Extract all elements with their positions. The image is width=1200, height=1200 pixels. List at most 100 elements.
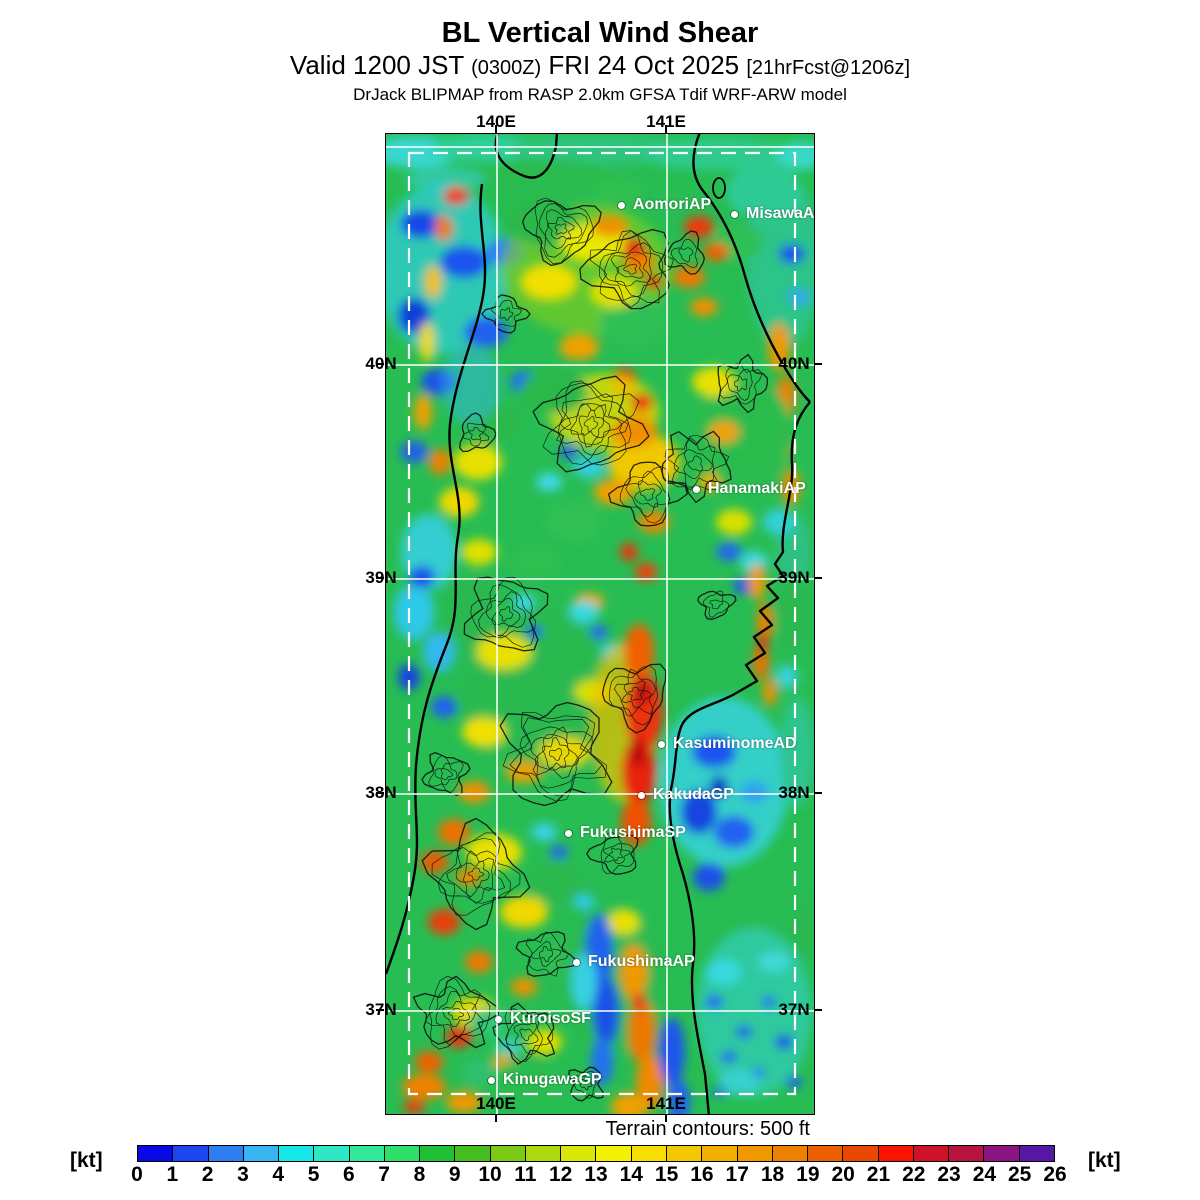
station-dot-icon [618,201,625,209]
axis-tick [814,792,822,794]
axis-tick [376,1009,384,1011]
station-label: HanamakiAP [708,480,806,497]
legend-cell [843,1146,879,1161]
lat-label-right: 40N [778,354,810,373]
axis-tick [495,125,497,133]
stations-layer: AomoriAP MisawaAD HanamakiAP KasuminomeAD Ka… [386,134,814,1114]
station-marker: KinugawaGP [488,1071,602,1089]
legend-cell [279,1146,315,1161]
station-label: FukushimaAP [588,953,695,970]
legend-cell [631,1146,667,1161]
legend-cell [878,1146,914,1161]
legend-cell [737,1146,773,1161]
legend-cell [455,1146,491,1161]
axis-tick [814,577,822,579]
legend-cell [808,1146,844,1161]
station-dot-icon [573,958,580,966]
station-marker: KakudaGP [638,786,734,804]
station-label: KasuminomeAD [673,735,797,752]
coastline [386,134,811,1114]
legend-cell [949,1146,985,1161]
lon-label-top: 141E [646,112,686,131]
terrain-note: Terrain contours: 500 ft [605,1118,810,1140]
axis-tick [814,1009,822,1011]
lon-label-bottom: 141E [646,1094,686,1113]
legend-tick: 11 [514,1163,537,1186]
lat-label-right: 38N [778,783,810,802]
legend-tick: 7 [378,1163,390,1186]
inmap-axis-labels [386,134,814,1114]
station-label: KakudaGP [653,786,734,803]
lon-label-bottom: 140E [476,1094,516,1113]
map-title: BL Vertical Wind Shear [441,17,759,49]
legend-tick: 4 [272,1163,285,1186]
station-label: AomoriAP [633,196,712,213]
legend-unit-right: [kt] [1088,1149,1121,1172]
legend-cell [420,1146,456,1161]
valid-date: FRI 24 Oct 2025 [548,50,740,80]
legend-tick: 21 [866,1163,891,1186]
legend-unit-left: [kt] [70,1149,103,1172]
legend-cell [1019,1146,1054,1161]
station-marker: FukushimaAP [573,953,695,971]
station-marker: AomoriAP [618,196,711,214]
legend-tick: 10 [478,1163,502,1186]
lat-label-right: 39N [778,568,810,587]
legend-colorbar [137,1145,1055,1162]
legend-tick: 2 [201,1163,214,1186]
legend-tick: 0 [131,1163,143,1186]
weather-map: AomoriAP MisawaAD HanamakiAP KasuminomeAD Ka… [385,133,815,1115]
station-label: KinugawaGP [503,1071,602,1088]
station-label: FukushimaSP [580,824,686,841]
legend-cell [772,1146,809,1161]
station-marker: HanamakiAP [693,480,806,498]
legend-cell [314,1146,350,1161]
legend-cell [561,1146,597,1161]
station-dot-icon [693,485,700,493]
shear-field-artwork [386,134,814,1114]
legend-cell [349,1146,385,1161]
station-dot-icon [488,1076,495,1084]
legend-tick: 15 [654,1163,679,1186]
legend-tick: 26 [1043,1163,1067,1186]
model-info: DrJack BLIPMAP from RASP 2.0km GFSA Tdif… [353,85,847,104]
station-dot-icon [638,791,645,799]
station-marker: MisawaAD [731,205,815,223]
legend-cell [243,1146,280,1161]
legend-cell [702,1146,738,1161]
station-label: MisawaAD [746,205,815,222]
axis-tick [376,577,384,579]
legend-cell [666,1146,703,1161]
legend-tick: 3 [237,1163,249,1186]
station-marker: KuroisoSF [495,1010,591,1028]
header: BL Vertical Wind Shear Valid 1200 JST (0… [0,16,1200,106]
station-label: KuroisoSF [510,1010,591,1027]
legend-tick: 25 [1008,1163,1032,1186]
legend-tick: 17 [725,1163,749,1186]
legend-cell [913,1146,950,1161]
legend-tick: 5 [307,1163,320,1186]
legend-cell [490,1146,526,1161]
lon-label-top: 140E [476,112,516,131]
legend-tick: 23 [937,1163,961,1186]
legend-tick: 14 [619,1163,643,1186]
legend-tick: 13 [584,1163,608,1186]
legend-cell [984,1146,1020,1161]
station-dot-icon [565,829,572,837]
legend-tick: 1 [166,1163,179,1186]
valid-time-line: Valid 1200 JST (0300Z) FRI 24 Oct 2025 [… [0,50,1200,83]
axis-tick [376,792,384,794]
legend-tick: 20 [831,1163,855,1186]
axis-tick [814,363,822,365]
legend-cell [173,1146,209,1161]
legend-tick: 6 [343,1163,355,1186]
station-dot-icon [495,1015,502,1023]
legend-tick: 12 [549,1163,573,1186]
lat-label-right: 37N [778,1000,810,1019]
legend-cell [596,1146,632,1161]
legend-tick: 18 [760,1163,785,1186]
axis-tick [376,363,384,365]
legend-cell [208,1146,244,1161]
legend-tick-labels: 0 1 2 3 4 5 6 7 8 9 10 11 12 13 14 15 16 17 18 19 20 21 22 23 24… [131,1163,1067,1191]
valid-time-utc: (0300Z) [471,57,542,79]
